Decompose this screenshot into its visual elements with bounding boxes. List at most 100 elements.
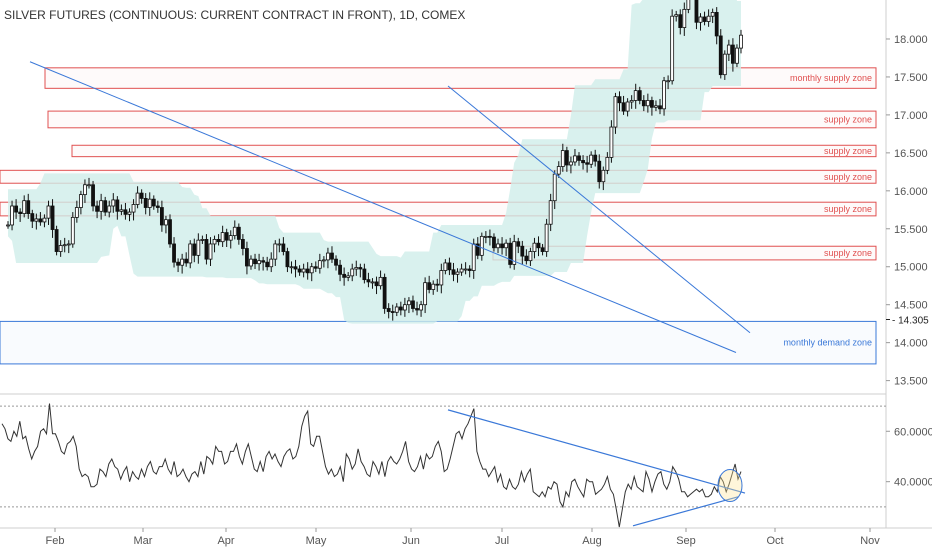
candle-body bbox=[654, 105, 658, 108]
candle bbox=[309, 262, 314, 282]
supply-zone bbox=[44, 67, 877, 89]
candle-body bbox=[309, 266, 314, 274]
candle-body bbox=[686, 0, 691, 10]
candle bbox=[731, 38, 735, 72]
candle-body bbox=[577, 155, 581, 161]
candle bbox=[516, 237, 521, 254]
candle-body bbox=[313, 266, 318, 269]
candle bbox=[10, 200, 14, 231]
candle bbox=[346, 272, 351, 282]
candle-body bbox=[70, 216, 75, 245]
candle bbox=[99, 193, 104, 220]
candle bbox=[556, 161, 561, 178]
candle bbox=[739, 29, 743, 54]
oscillator-line bbox=[1, 403, 742, 528]
candle-body bbox=[552, 173, 557, 202]
candle-body bbox=[54, 229, 59, 252]
candle bbox=[204, 234, 209, 265]
candle bbox=[722, 50, 727, 80]
candle-body bbox=[739, 34, 743, 49]
candle-body bbox=[66, 243, 71, 246]
candle bbox=[650, 96, 654, 116]
candle-body bbox=[589, 154, 594, 165]
candle-body bbox=[317, 260, 322, 269]
candle bbox=[62, 237, 67, 253]
candle-body bbox=[439, 270, 444, 286]
candle bbox=[240, 234, 245, 256]
candle-body bbox=[297, 268, 302, 273]
demand-zone-label: monthly demand zone bbox=[783, 338, 872, 348]
candle-body bbox=[694, 0, 699, 23]
candle-body bbox=[10, 205, 14, 226]
candle bbox=[735, 44, 739, 68]
candle-body bbox=[168, 219, 172, 245]
candle-body bbox=[83, 184, 87, 196]
candle-body bbox=[431, 283, 436, 290]
candle-body bbox=[354, 267, 359, 270]
candle-body bbox=[617, 96, 622, 104]
candle-body bbox=[273, 243, 278, 260]
candle bbox=[273, 240, 278, 266]
candle-body bbox=[281, 243, 286, 252]
candle-body bbox=[6, 224, 10, 227]
candle bbox=[589, 151, 594, 169]
candle bbox=[338, 259, 342, 282]
candle bbox=[293, 259, 298, 278]
candle bbox=[370, 278, 375, 289]
candle bbox=[629, 95, 634, 109]
price-tick-label: 17.500 bbox=[894, 72, 928, 84]
candle bbox=[471, 238, 476, 279]
candle-body bbox=[22, 200, 27, 214]
candle bbox=[726, 39, 731, 61]
candle bbox=[633, 83, 638, 109]
candle-body bbox=[326, 252, 330, 261]
candle-body bbox=[423, 282, 428, 306]
candle bbox=[317, 253, 322, 274]
candle-body bbox=[240, 239, 245, 249]
candle bbox=[257, 253, 261, 271]
candle bbox=[548, 193, 553, 232]
candle-body bbox=[176, 261, 180, 266]
candle bbox=[103, 196, 108, 216]
candle-body bbox=[127, 211, 132, 215]
candle bbox=[30, 209, 35, 229]
candle-body bbox=[475, 243, 480, 256]
candle bbox=[402, 297, 407, 317]
candle-body bbox=[415, 308, 419, 311]
candle bbox=[350, 263, 355, 282]
candle-body bbox=[544, 223, 549, 252]
candle-body bbox=[18, 211, 23, 214]
candle bbox=[164, 215, 168, 234]
supply-zone bbox=[47, 110, 877, 129]
candle bbox=[427, 275, 432, 294]
candle-body bbox=[164, 219, 168, 226]
candle bbox=[228, 230, 233, 249]
candle-body bbox=[204, 239, 209, 260]
candle-body bbox=[548, 200, 553, 225]
candle bbox=[581, 155, 585, 170]
candle bbox=[488, 229, 492, 246]
candle bbox=[87, 177, 91, 189]
supply-zone bbox=[71, 144, 877, 158]
candle-body bbox=[115, 199, 120, 212]
candle bbox=[151, 195, 156, 210]
candle-body bbox=[50, 205, 55, 230]
candle bbox=[609, 120, 614, 163]
candle bbox=[6, 221, 10, 229]
candle bbox=[423, 277, 428, 314]
candle-body bbox=[159, 207, 164, 226]
candle-body bbox=[289, 266, 294, 269]
candle-body bbox=[706, 15, 711, 22]
candle-body bbox=[735, 47, 739, 64]
oscillator-tick-label: 60.0000 bbox=[894, 426, 932, 438]
candle-body bbox=[350, 268, 355, 277]
candle-body bbox=[710, 12, 715, 17]
candle bbox=[172, 237, 176, 268]
candle bbox=[504, 239, 509, 257]
candle-body bbox=[245, 248, 249, 267]
candle bbox=[168, 214, 172, 248]
candle bbox=[585, 155, 590, 173]
candle bbox=[261, 256, 266, 271]
candle-body bbox=[390, 311, 395, 313]
supply-zone bbox=[0, 169, 877, 184]
